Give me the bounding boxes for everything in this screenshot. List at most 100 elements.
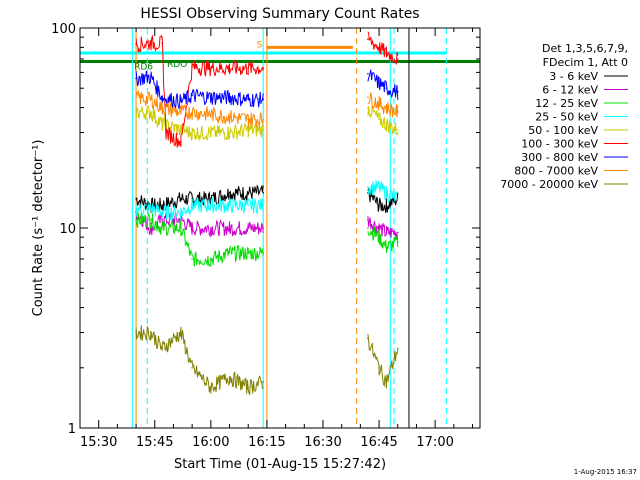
series-1-trace-1 xyxy=(367,216,399,240)
series-6-point-0 xyxy=(135,77,137,80)
x-tick-label-5: 16:45 xyxy=(360,435,397,450)
series-2-point-5 xyxy=(210,258,212,260)
series-8 xyxy=(135,325,399,396)
series-7-point-9 xyxy=(367,96,369,99)
series-8-point-12 xyxy=(397,347,399,350)
series-0-point-11 xyxy=(385,204,388,206)
series-7-point-1 xyxy=(150,98,152,101)
series-5-point-5 xyxy=(191,66,193,68)
series-2-point-9 xyxy=(367,227,369,229)
series-8-point-3 xyxy=(180,331,182,334)
series-8-point-1 xyxy=(150,331,152,334)
series-6-trace-1 xyxy=(367,69,399,100)
series-8-trace-1 xyxy=(367,333,399,389)
series-0-point-8 xyxy=(262,192,265,194)
y-tick-label-1: 10 xyxy=(59,222,76,237)
series-4-trace-0 xyxy=(135,104,264,142)
series-5-point-4 xyxy=(180,140,182,143)
series-3-point-6 xyxy=(228,204,231,206)
series-4-point-3 xyxy=(180,128,182,131)
series-6-point-8 xyxy=(262,98,265,101)
series-0-trace-0 xyxy=(135,184,264,213)
series-1-point-8 xyxy=(262,227,265,229)
series-1-point-7 xyxy=(247,227,249,229)
series-6-point-10 xyxy=(378,82,380,84)
series-5-point-9 xyxy=(262,67,265,69)
series-2-point-11 xyxy=(385,246,388,249)
legend-label-3: 25 - 50 keV xyxy=(535,111,598,124)
series-1-point-11 xyxy=(385,231,388,234)
series-8-point-4 xyxy=(191,367,193,369)
series-3-point-2 xyxy=(161,211,163,213)
series-1-trace-0 xyxy=(135,211,264,239)
series-0-point-10 xyxy=(378,204,380,206)
series-8-point-6 xyxy=(228,376,231,378)
legend: Det 1,3,5,6,7,9,FDecim 1, Att 03 - 6 keV… xyxy=(500,42,628,191)
legend-label-6: 300 - 800 keV xyxy=(521,151,598,164)
series-3-point-8 xyxy=(262,204,265,206)
series-5-trace-0 xyxy=(135,34,264,148)
series-8-point-9 xyxy=(367,337,369,340)
series-8-point-11 xyxy=(385,381,388,383)
series-3-point-10 xyxy=(378,186,380,188)
series-1-point-4 xyxy=(191,227,193,229)
series-2-trace-0 xyxy=(135,212,264,268)
x-tick-label-2: 16:00 xyxy=(192,435,229,450)
series-6-point-7 xyxy=(247,98,249,101)
series-3-point-7 xyxy=(247,204,249,206)
series-5-point-2 xyxy=(161,42,163,44)
series-3-point-12 xyxy=(397,198,399,200)
series-6-point-5 xyxy=(210,96,212,99)
series-1-point-10 xyxy=(378,227,380,229)
series-4-point-0 xyxy=(135,111,137,113)
series-5-point-7 xyxy=(228,67,231,69)
series-1-point-5 xyxy=(210,227,212,229)
series-2-point-7 xyxy=(247,252,249,254)
series-3-trace-1 xyxy=(367,179,398,204)
series-4-point-11 xyxy=(385,123,388,126)
series-0-point-3 xyxy=(180,198,182,200)
legend-label-0: 3 - 6 keV xyxy=(549,70,598,83)
legend-label-4: 50 - 100 keV xyxy=(528,124,598,137)
series-3-point-3 xyxy=(180,211,182,213)
series-7 xyxy=(135,90,399,128)
series-4-point-1 xyxy=(150,111,152,113)
series-6-point-12 xyxy=(397,91,399,93)
annotation-s: S xyxy=(257,40,263,50)
annotation-rdo: RDO xyxy=(167,60,187,70)
series-2-point-10 xyxy=(378,236,380,238)
series-5-point-12 xyxy=(385,52,388,54)
series-8-trace-0 xyxy=(135,325,264,396)
series-6-point-9 xyxy=(367,73,369,75)
series-2-point-2 xyxy=(161,227,163,229)
series-2-point-12 xyxy=(397,241,399,243)
series-7-point-2 xyxy=(161,106,163,109)
y-tick-label-2: 100 xyxy=(51,22,76,37)
series-1-point-2 xyxy=(161,218,163,221)
series-5-point-0 xyxy=(135,43,137,45)
series-5-point-10 xyxy=(367,38,369,40)
series-3-trace-0 xyxy=(135,196,264,221)
series-3-point-9 xyxy=(367,186,369,188)
y-axis-label: Count Rate (s⁻¹ detector⁻¹) xyxy=(31,140,46,317)
x-tick-label-6: 17:00 xyxy=(416,435,453,450)
annotation-rd6: RD6 xyxy=(134,63,153,73)
series-2-point-0 xyxy=(135,218,137,221)
series-8-point-0 xyxy=(135,331,137,334)
legend-label-1: 6 - 12 keV xyxy=(542,84,598,97)
series-5-trace-1 xyxy=(367,31,399,65)
series-8-point-2 xyxy=(161,347,163,350)
y-axis-ticks: 1 10 100 xyxy=(51,22,480,437)
series-6 xyxy=(135,69,399,109)
series-2-point-1 xyxy=(150,218,152,221)
series-8-point-10 xyxy=(378,367,380,369)
series-4-point-12 xyxy=(397,128,399,131)
series-0-point-0 xyxy=(135,198,137,200)
series-7-point-10 xyxy=(378,102,380,105)
series-5-point-6 xyxy=(210,67,212,69)
series-3-point-1 xyxy=(150,207,152,210)
series-7-point-0 xyxy=(135,96,137,99)
series-traces xyxy=(135,31,399,396)
